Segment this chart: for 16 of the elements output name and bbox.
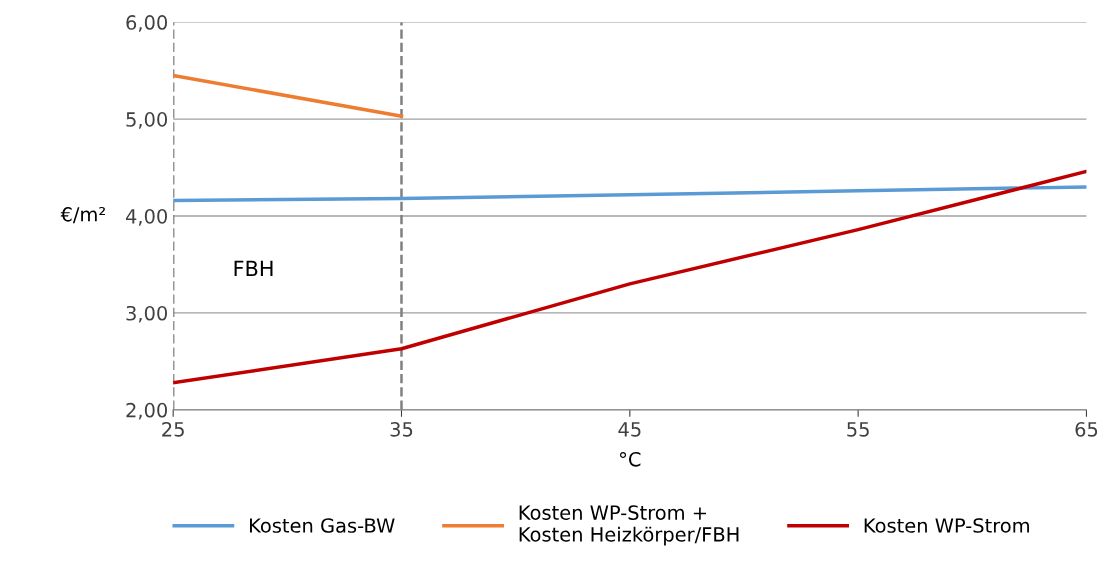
x-tick-label: 65 [1075,422,1098,437]
x-tick-label: 25 [162,422,184,437]
y-tick-label: 6,00 [126,15,168,32]
y-axis-title: €/m² [60,206,105,224]
annotation: FBH [234,260,273,277]
y-tick-label: 2,00 [126,402,168,420]
legend-label: Kosten Gas-BW [250,518,395,533]
legend-label: Kosten WP-Strom + Kosten Heizkörper/FBH [519,505,739,546]
y-tick-label: 5,00 [126,112,168,129]
y-tick-label: 3,00 [126,305,168,323]
x-tick-label: 35 [390,422,413,437]
legend-label: Kosten WP-Strom [864,518,1029,533]
x-tick-label: 55 [847,422,869,437]
y-tick-label: 4,00 [125,208,168,226]
x-axis-title: °C [620,451,641,467]
x-tick-label: 45 [618,422,641,437]
